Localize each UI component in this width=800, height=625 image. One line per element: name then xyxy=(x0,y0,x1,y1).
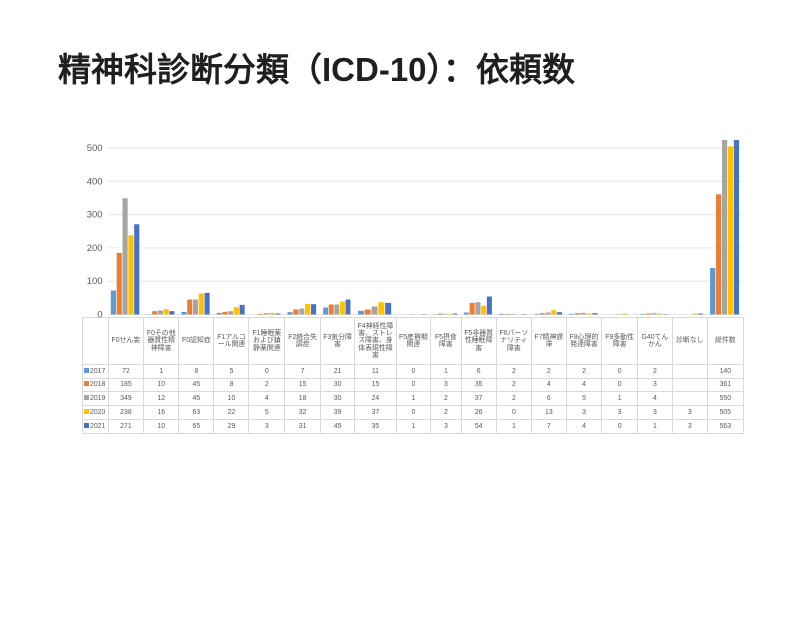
svg-text:0: 0 xyxy=(97,310,102,321)
svg-text:200: 200 xyxy=(87,243,103,254)
svg-text:300: 300 xyxy=(87,210,103,221)
svg-text:500: 500 xyxy=(87,143,103,154)
svg-text:400: 400 xyxy=(87,176,103,187)
svg-text:100: 100 xyxy=(87,276,103,287)
